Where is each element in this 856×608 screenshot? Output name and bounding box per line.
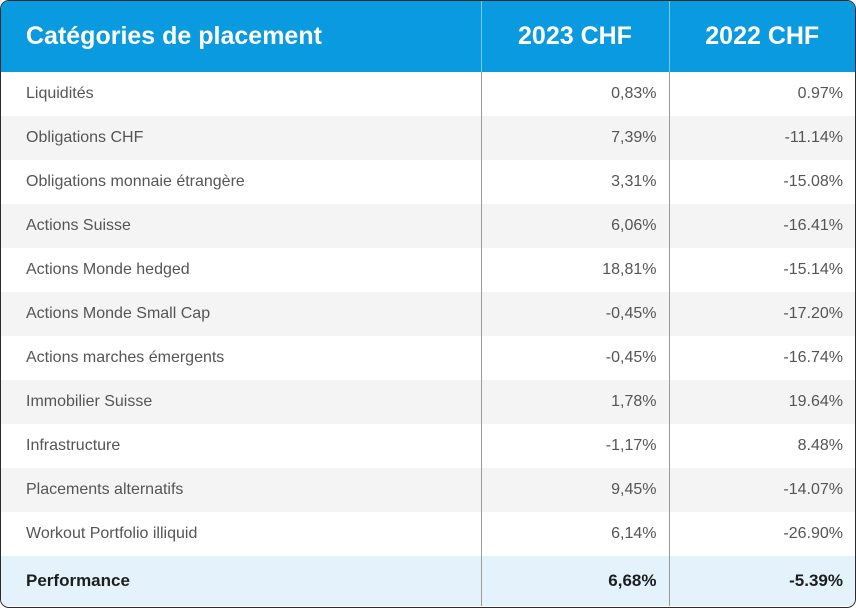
row-value-2023: 0,83% <box>480 72 669 116</box>
row-label: Actions Monde hedged <box>26 261 190 278</box>
header-category: Catégories de placement <box>26 22 322 50</box>
row-value-2022: 19.64% <box>668 380 855 424</box>
row-value-2023: -1,17% <box>480 424 669 468</box>
row-label: Actions Suisse <box>26 217 131 234</box>
row-value-2023: 6,14% <box>480 512 669 556</box>
table-row: Actions marches émergents -0,45% -16.74% <box>1 336 855 380</box>
row-label: Liquidités <box>26 85 94 102</box>
table-row: Infrastructure -1,17% 8.48% <box>1 424 855 468</box>
row-value-2023: 18,81% <box>480 248 669 292</box>
row-value-2023: -0,45% <box>480 336 669 380</box>
table-header: Catégories de placement 2023 CHF 2022 CH… <box>1 1 855 72</box>
row-value-2022: -26.90% <box>668 512 855 556</box>
table-row: Obligations CHF 7,39% -11.14% <box>1 116 855 160</box>
row-value-2022: 8.48% <box>668 424 855 468</box>
header-2022: 2022 CHF <box>668 1 855 72</box>
row-label: Actions Monde Small Cap <box>26 305 211 322</box>
row-value-2023: -0,45% <box>480 292 669 336</box>
header-row: Catégories de placement 2023 CHF 2022 CH… <box>1 1 855 72</box>
table-body: Liquidités 0,83% 0.97% Obligations CHF 7… <box>1 72 855 556</box>
row-label: Obligations CHF <box>26 129 144 146</box>
row-value-2022: -16.41% <box>668 204 855 248</box>
row-value-2023: 1,78% <box>480 380 669 424</box>
table-row: Workout Portfolio illiquid 6,14% -26.90% <box>1 512 855 556</box>
row-value-2023: 3,31% <box>480 160 669 204</box>
table-row: Actions Monde Small Cap -0,45% -17.20% <box>1 292 855 336</box>
row-value-2022: -15.08% <box>668 160 855 204</box>
row-value-2022: -11.14% <box>668 116 855 160</box>
row-value-2022: -17.20% <box>668 292 855 336</box>
table-row: Placements alternatifs 9,45% -14.07% <box>1 468 855 512</box>
row-value-2023: 6,06% <box>480 204 669 248</box>
table-row: Liquidités 0,83% 0.97% <box>1 72 855 116</box>
row-label: Infrastructure <box>26 437 121 454</box>
header-2023: 2023 CHF <box>480 1 669 72</box>
table-row: Immobilier Suisse 1,78% 19.64% <box>1 380 855 424</box>
row-label: Immobilier Suisse <box>26 393 153 410</box>
row-label: Obligations monnaie étrangère <box>26 173 245 190</box>
performance-value-2023: 6,68% <box>480 556 669 606</box>
row-label: Placements alternatifs <box>26 481 184 498</box>
row-label: Actions marches émergents <box>26 349 225 366</box>
table-footer: Performance 6,68% -5.39% <box>1 556 855 606</box>
performance-label: Performance <box>26 571 130 590</box>
row-value-2023: 9,45% <box>480 468 669 512</box>
performance-row: Performance 6,68% -5.39% <box>1 556 855 606</box>
row-value-2022: -16.74% <box>668 336 855 380</box>
performance-value-2022: -5.39% <box>668 556 855 606</box>
row-label: Workout Portfolio illiquid <box>26 525 198 542</box>
row-value-2023: 7,39% <box>480 116 669 160</box>
row-value-2022: -14.07% <box>668 468 855 512</box>
row-value-2022: 0.97% <box>668 72 855 116</box>
table-row: Actions Suisse 6,06% -16.41% <box>1 204 855 248</box>
row-value-2022: -15.14% <box>668 248 855 292</box>
table-row: Actions Monde hedged 18,81% -15.14% <box>1 248 855 292</box>
table-row: Obligations monnaie étrangère 3,31% -15.… <box>1 160 855 204</box>
